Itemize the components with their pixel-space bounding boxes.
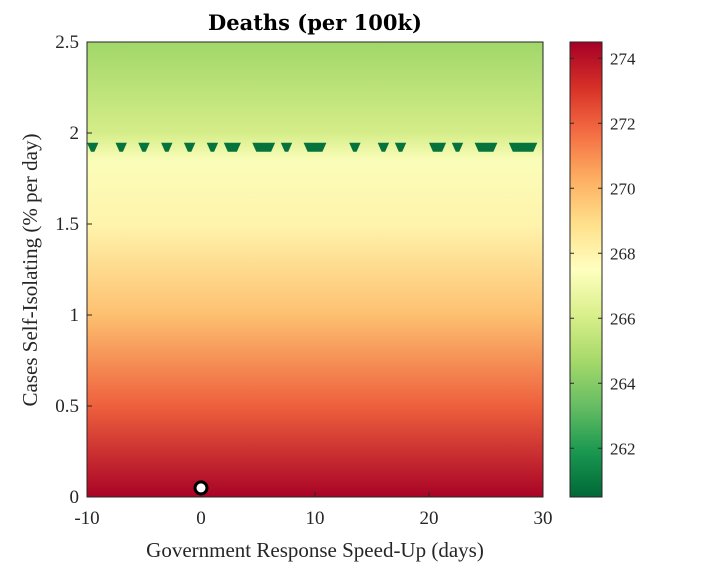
y-tick-label: 1 [70,305,80,326]
band-segment [429,142,447,152]
y-tick-label: 0.5 [55,396,79,417]
low-value-band [87,142,538,152]
colorbar-tick-label: 262 [610,439,636,458]
colorbar-tick-label: 274 [610,49,636,68]
x-axis-label: Government Response Speed-Up (days) [146,538,484,562]
colorbar-tick-label: 272 [610,114,636,133]
x-tick-label: 0 [196,508,206,529]
y-axis: 0 0.5 1 1.5 2 2.5 [55,32,92,508]
x-axis: -10 0 10 20 30 [74,492,553,529]
band-segment [161,142,173,152]
band-segment [377,142,390,152]
band-segment [115,142,127,152]
band-segment [394,142,407,152]
x-tick-label: -10 [74,508,99,529]
colorbar [569,41,603,498]
x-tick-label: 20 [420,508,439,529]
marker-point [193,480,209,496]
band-segment [138,142,150,152]
y-tick-label: 0 [70,487,80,508]
band-segment [206,142,219,152]
band-segment [474,142,498,152]
y-tick-label: 1.5 [55,214,79,235]
x-tick-label: 10 [306,508,325,529]
band-segment [223,142,241,152]
current-point-marker [193,480,209,496]
y-tick-label: 2 [70,123,80,144]
band-segment [252,142,276,152]
colorbar-tick-label: 270 [610,179,636,198]
colorbar-tick-label: 266 [610,309,636,328]
band-segment [87,142,99,152]
band-segment [183,142,196,152]
y-tick-label: 2.5 [55,32,79,53]
heatmap-field [87,42,543,497]
band-segment [508,142,538,152]
band-segment [451,142,464,152]
chart-title: Deaths (per 100k) [208,10,422,35]
band-segment [303,142,327,152]
colorbar-tick-label: 268 [610,244,636,263]
band-segment [349,142,361,152]
band-segment [280,142,293,152]
colorbar-tick-label: 264 [610,374,636,393]
colorbar-ticks: 262 264 266 268 270 272 274 [570,49,636,458]
x-tick-label: 30 [534,508,553,529]
y-axis-label: Cases Self-Isolating (% per day) [18,134,42,407]
